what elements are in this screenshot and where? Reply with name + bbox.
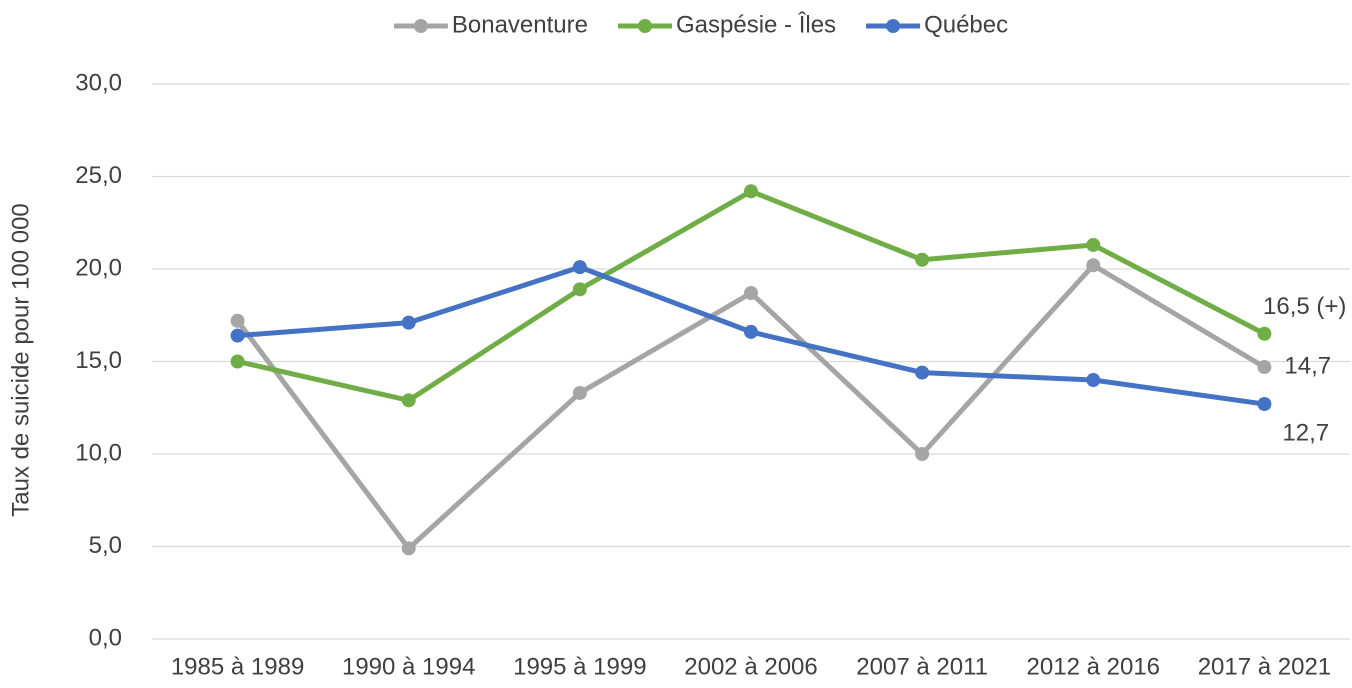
marker [1086,373,1101,387]
data-label: 14,7 [1284,352,1331,379]
x-tick-label: 1985 à 1989 [171,653,304,680]
x-tick-label: 1990 à 1994 [342,653,475,680]
marker [401,393,416,408]
y-tick-label: 20,0 [75,254,122,281]
marker [401,541,416,556]
marker [230,328,245,343]
marker [744,184,758,199]
y-tick-label: 25,0 [75,162,122,189]
y-tick-label: 0,0 [89,624,122,651]
data-label: 16,5 (+) [1263,293,1346,320]
x-tick-label: 2017 à 2021 [1198,653,1331,680]
y-tick-label: 10,0 [75,439,122,466]
marker [915,447,930,461]
marker [915,365,930,380]
marker [744,324,758,339]
marker [1257,397,1272,412]
x-tick-label: 2002 à 2006 [684,653,817,680]
legend-label: Gaspésie - Îles [676,11,836,38]
marker [401,315,416,330]
y-axis-title: Taux de suicide pour 100 000 [7,203,34,517]
marker [230,313,245,328]
marker [572,385,587,400]
series-line [235,262,1267,551]
marker [744,286,758,301]
legend-marker [413,19,428,33]
marker [915,252,930,267]
marker [572,282,587,297]
legend-marker [637,19,652,33]
legend-item: Bonaventure [393,11,588,38]
marker [1257,360,1272,375]
legend-label: Bonaventure [452,11,588,38]
data-label: 12,7 [1282,419,1329,446]
x-tick-label: 2007 à 2011 [856,653,988,680]
legend-item: Gaspésie - Îles [617,11,836,38]
y-tick-label: 5,0 [89,532,122,559]
y-tick-label: 30,0 [75,69,122,96]
x-tick-label: 2012 à 2016 [1027,653,1160,680]
x-tick-label: 1995 à 1999 [513,653,646,680]
marker [230,354,245,369]
legend-label: Québec [924,11,1008,38]
y-tick-label: 15,0 [75,347,122,374]
marker [1086,258,1101,273]
marker [1257,326,1272,341]
legend-marker [886,19,901,33]
marker [1086,237,1101,252]
marker [572,260,587,275]
legend-item: Québec [866,11,1008,38]
